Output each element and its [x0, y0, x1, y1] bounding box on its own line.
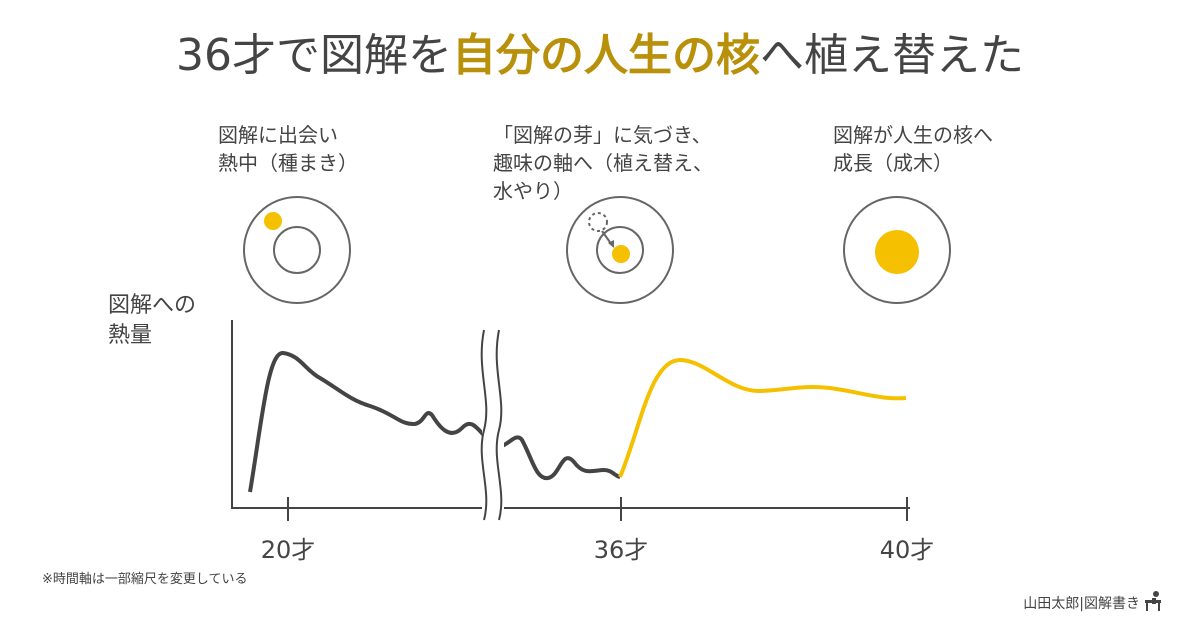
stage-icons	[243, 196, 951, 304]
title-after: へ植え替えた	[760, 30, 1024, 81]
stage-caption: 図解に出会い	[218, 123, 338, 147]
stage-caption: 熱中（種まき）	[218, 151, 358, 175]
arrow-head	[608, 240, 614, 248]
y-axis-label: 熱量	[108, 323, 152, 348]
passion-curve-past	[248, 351, 621, 493]
title: 36才で図解を自分の人生の核へ植え替えた	[176, 30, 1024, 81]
note: ※時間軸は一部縮尺を変更している	[42, 571, 248, 587]
x-label: 36才	[594, 536, 649, 564]
stage-caption: 成長（成木）	[833, 151, 953, 175]
credit: 山田太郎|図解書き	[1023, 596, 1140, 612]
y-axis-label: 図解への	[108, 293, 196, 318]
stage-caption: 水やり）	[493, 179, 573, 203]
axes	[231, 320, 910, 521]
seed	[264, 212, 282, 230]
x-label: 40才	[880, 536, 935, 564]
credit-icon	[1145, 591, 1161, 611]
x-label: 20才	[261, 536, 316, 564]
title-highlight: 自分の人生の核	[452, 30, 760, 81]
axis-break	[480, 329, 503, 521]
title-before: 36才で図解を	[176, 30, 452, 81]
tree	[875, 230, 919, 274]
stage-caption: 趣味の軸へ（植え替え、	[493, 151, 713, 175]
stage-caption: 「図解の芽」に気づき、	[493, 123, 712, 147]
sprout	[612, 245, 630, 263]
passion-curve-core	[618, 357, 907, 478]
stage-caption: 図解が人生の核へ	[833, 123, 993, 147]
